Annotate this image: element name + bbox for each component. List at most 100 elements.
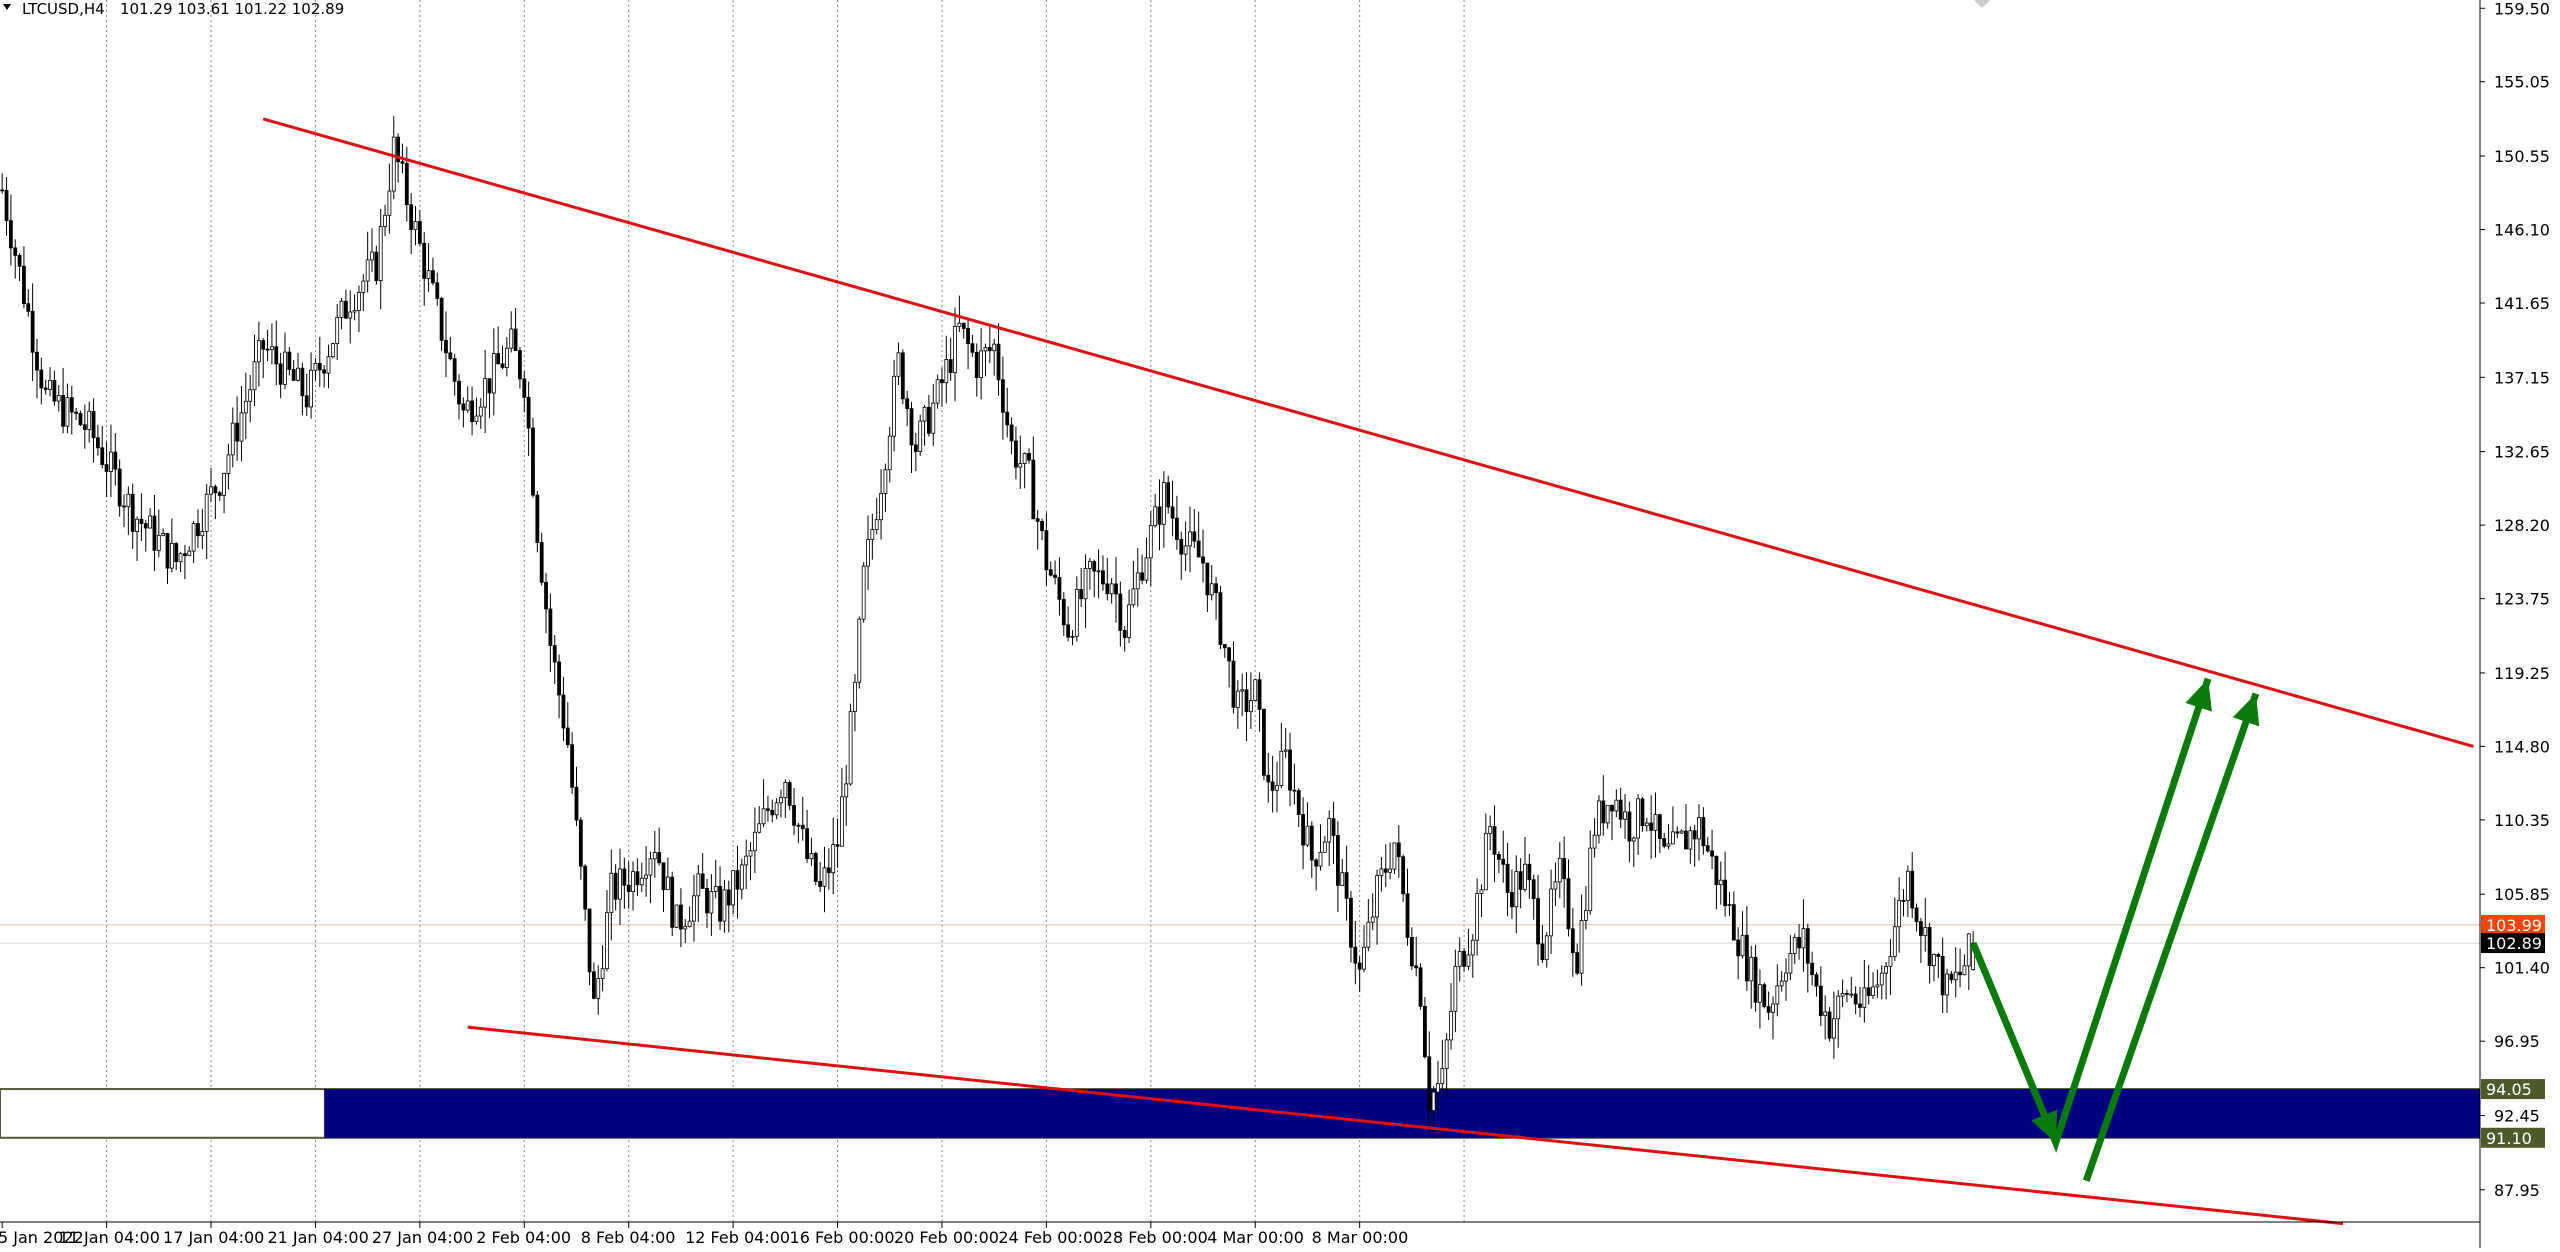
symbol-label: LTCUSD,H4 xyxy=(22,0,105,18)
candle-body xyxy=(1083,568,1088,600)
x-tick-label: 28 Feb 00:00 xyxy=(1103,1228,1208,1247)
candle-body xyxy=(191,523,196,552)
scroll-marker-icon[interactable] xyxy=(1974,0,1990,8)
candle-body xyxy=(1966,933,1971,967)
candle-body xyxy=(909,408,914,446)
candle-body xyxy=(1127,604,1131,638)
candle-body xyxy=(1449,1010,1453,1041)
candle-body xyxy=(1818,985,1823,1016)
candle-body xyxy=(766,808,770,811)
candle-body xyxy=(1518,871,1523,890)
candle-body xyxy=(1866,987,1871,996)
candle-body xyxy=(761,808,766,825)
candle-body xyxy=(544,581,548,610)
candle-body xyxy=(1549,888,1553,937)
candle-body xyxy=(348,311,353,319)
zone-fill xyxy=(324,1089,2480,1138)
candle-body xyxy=(1027,453,1031,461)
candle-body xyxy=(1762,984,1767,1008)
candle-body xyxy=(896,352,901,377)
candle-body xyxy=(135,518,139,532)
x-tick-label: 21 Jan 04:00 xyxy=(267,1228,368,1247)
candle-body xyxy=(230,422,235,456)
candle-body xyxy=(1048,569,1053,576)
candle-body xyxy=(1531,879,1536,899)
candle-body xyxy=(1192,531,1197,542)
candle-body xyxy=(561,694,566,729)
candle-body xyxy=(1440,1068,1445,1084)
candle-body xyxy=(552,645,557,663)
candle-body xyxy=(130,493,135,532)
projection-arrows[interactable] xyxy=(1969,677,2260,1182)
x-tick-label: 8 Mar 00:00 xyxy=(1312,1228,1409,1247)
candle-body xyxy=(1383,868,1388,873)
candle-body xyxy=(1540,943,1545,961)
candle-body xyxy=(1270,781,1275,791)
candle-body xyxy=(1758,984,1762,1003)
candle-body xyxy=(1353,946,1358,964)
candle-body xyxy=(1718,879,1723,886)
candle-body xyxy=(504,347,509,368)
candle-body xyxy=(1910,870,1915,909)
x-tick-label: 16 Feb 00:00 xyxy=(790,1228,895,1247)
candle-body xyxy=(352,310,357,313)
candle-body xyxy=(391,136,396,192)
candle-body xyxy=(931,402,936,434)
arrow-projection-path-1[interactable] xyxy=(1969,677,2212,1153)
candle-body xyxy=(1118,593,1123,631)
candle-body xyxy=(78,412,83,426)
candle-body xyxy=(1227,647,1232,662)
candle-body xyxy=(518,350,522,380)
x-tick-label: 27 Jan 04:00 xyxy=(372,1228,473,1247)
candle-body xyxy=(374,251,379,282)
candle-body xyxy=(1627,811,1632,842)
trendlines[interactable] xyxy=(262,117,2474,1226)
candle-body xyxy=(944,359,949,384)
trendline-upper-resistance[interactable] xyxy=(262,117,2474,748)
candle-body xyxy=(1161,482,1166,525)
candle-body xyxy=(770,809,775,816)
candle-body xyxy=(1749,956,1754,982)
candle-body xyxy=(448,352,453,360)
candle-body xyxy=(100,447,105,465)
trendline-lower-support[interactable] xyxy=(467,1025,2344,1226)
y-tick-label: 128.20 xyxy=(2494,516,2550,535)
candle-body xyxy=(1431,1091,1436,1111)
candle-body xyxy=(940,379,944,384)
candle-body xyxy=(800,824,805,830)
candle-body xyxy=(1214,583,1218,594)
candle-body xyxy=(613,872,618,900)
candle-body xyxy=(400,161,405,164)
y-tick-label: 141.65 xyxy=(2494,294,2550,313)
candle-body xyxy=(1566,878,1571,930)
candle-body xyxy=(853,681,857,712)
candle-body xyxy=(1610,804,1614,812)
candle-body xyxy=(470,400,474,423)
candle-body xyxy=(848,711,853,785)
candle-body xyxy=(961,322,966,329)
arrowhead-icon xyxy=(2232,693,2260,727)
candle-body xyxy=(1505,863,1510,893)
candle-body xyxy=(1579,920,1584,974)
candle-body xyxy=(1753,956,1758,1003)
candle-body xyxy=(17,254,22,267)
candle-body xyxy=(1462,951,1466,967)
dropdown-triangle-icon[interactable] xyxy=(3,4,11,10)
arrow-projection-path-2[interactable] xyxy=(2082,692,2260,1182)
candle-body xyxy=(1109,583,1114,595)
chart-header[interactable]: LTCUSD,H4 101.29 103.61 101.22 102.89 xyxy=(3,0,1990,18)
candle-body xyxy=(1087,561,1092,569)
candle-body xyxy=(739,864,744,890)
candle-body xyxy=(13,247,18,256)
candle-body xyxy=(757,823,762,833)
candle-body xyxy=(1923,927,1928,936)
candle-body xyxy=(1044,530,1049,571)
candle-body xyxy=(857,618,862,683)
candle-body xyxy=(618,868,622,900)
y-tick-label: 132.65 xyxy=(2494,443,2550,462)
candle-body xyxy=(1962,965,1967,976)
x-tick-label: 2 Feb 04:00 xyxy=(476,1228,571,1247)
